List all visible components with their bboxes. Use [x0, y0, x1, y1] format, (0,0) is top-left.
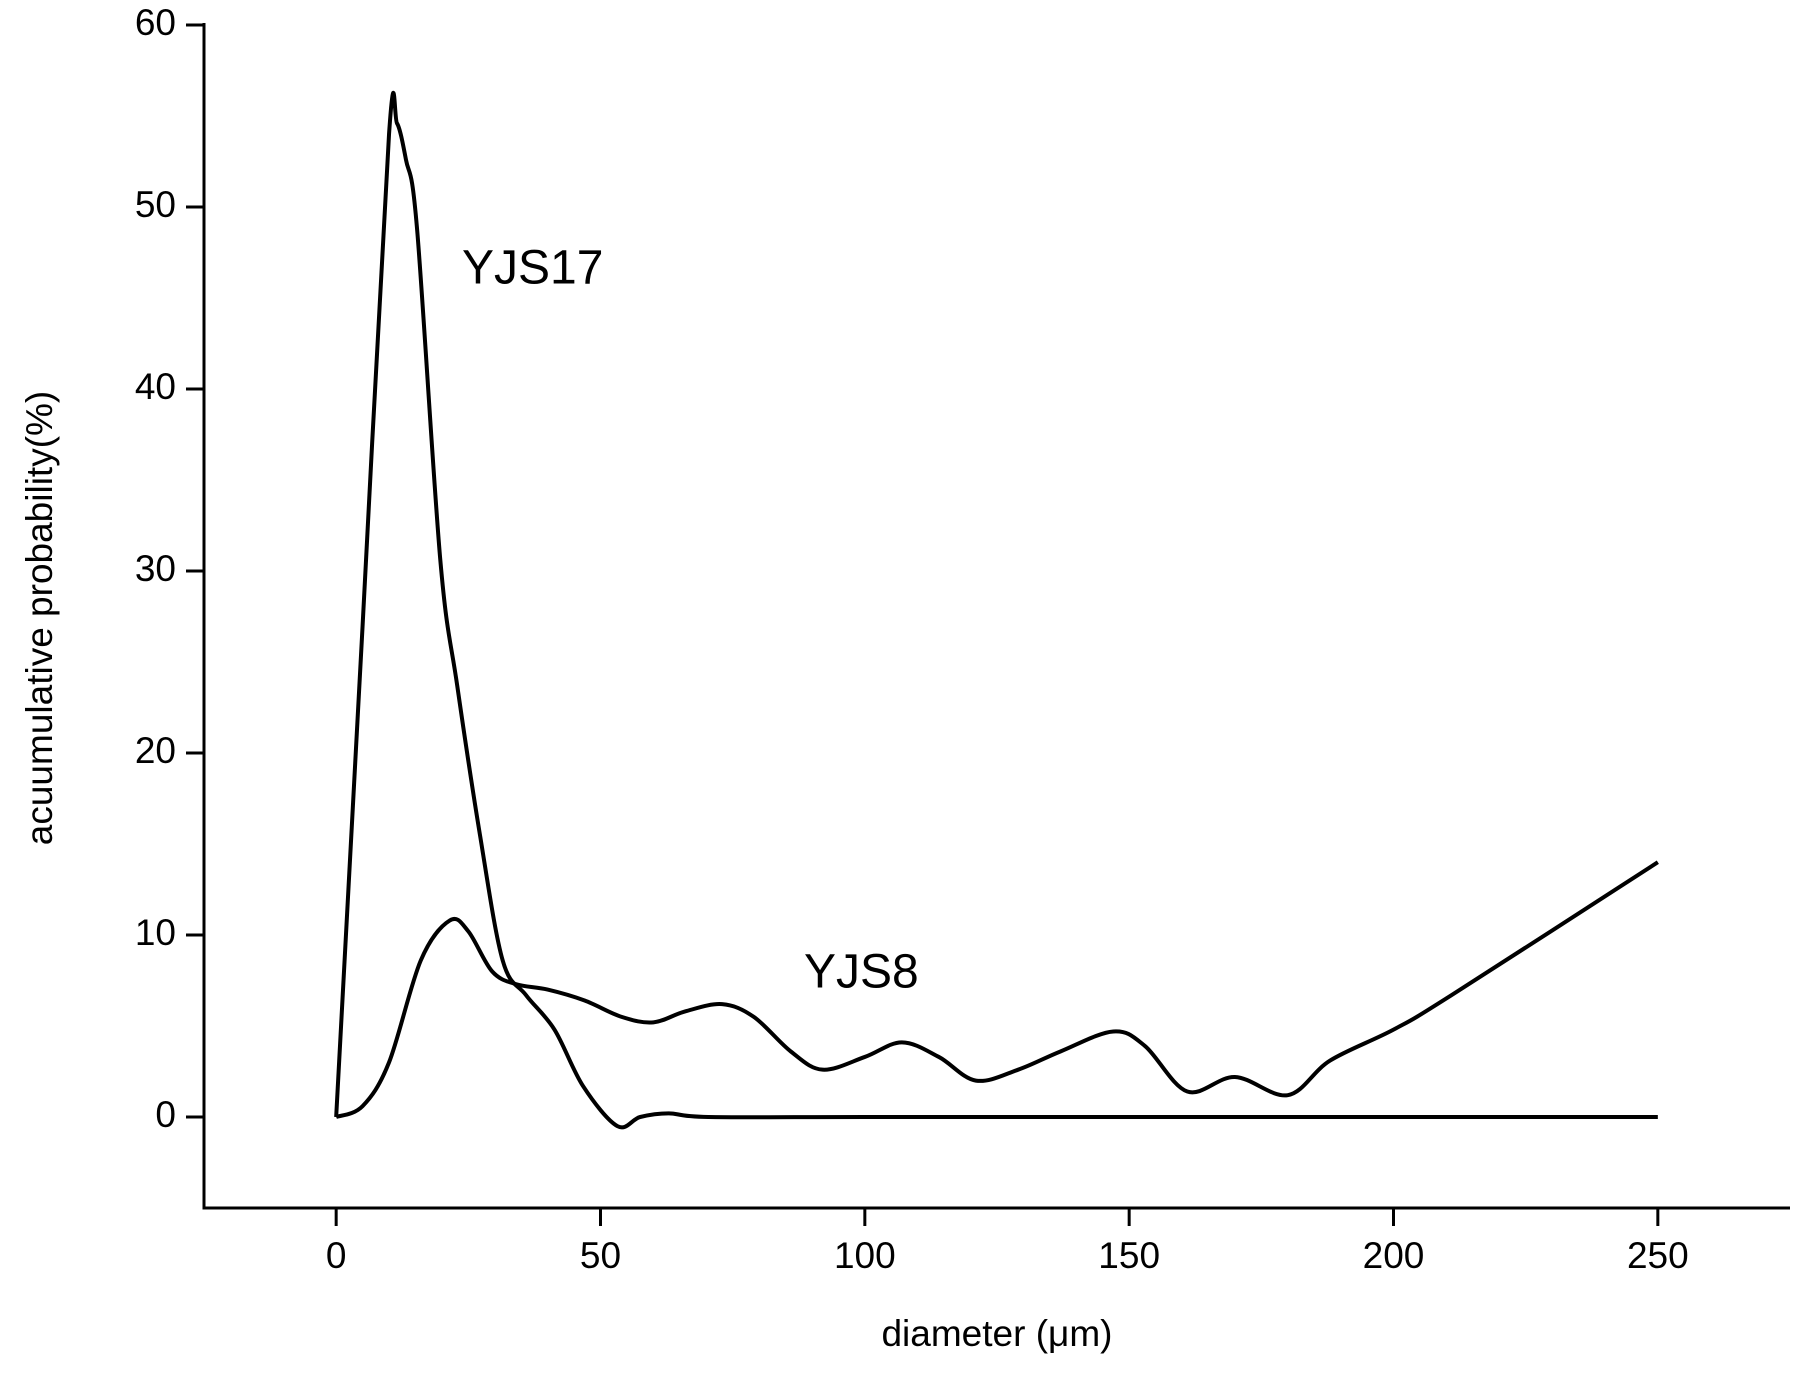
y-tick-label: 30 — [135, 548, 176, 589]
x-tick-label: 200 — [1363, 1235, 1425, 1276]
x-tick-label: 50 — [580, 1235, 621, 1276]
y-axis-title: acuumulative probability(%) — [19, 391, 60, 845]
y-tick-label: 20 — [135, 730, 176, 771]
y-tick-label: 40 — [135, 366, 176, 407]
y-tick-label: 60 — [135, 2, 176, 43]
x-tick-label: 150 — [1098, 1235, 1160, 1276]
y-tick-label: 10 — [135, 912, 176, 953]
series-line — [335, 860, 1659, 1119]
x-tick-label: 0 — [326, 1235, 347, 1276]
y-tick-label: 0 — [155, 1094, 176, 1135]
series-label: YJS17 — [462, 242, 603, 295]
x-tick-label: 100 — [834, 1235, 896, 1276]
series-label: YJS8 — [804, 946, 919, 999]
x-axis-title: diameter (μm) — [881, 1313, 1112, 1354]
y-tick-label: 50 — [135, 184, 176, 225]
series-line — [334, 90, 1658, 1130]
x-tick-label: 250 — [1627, 1235, 1689, 1276]
